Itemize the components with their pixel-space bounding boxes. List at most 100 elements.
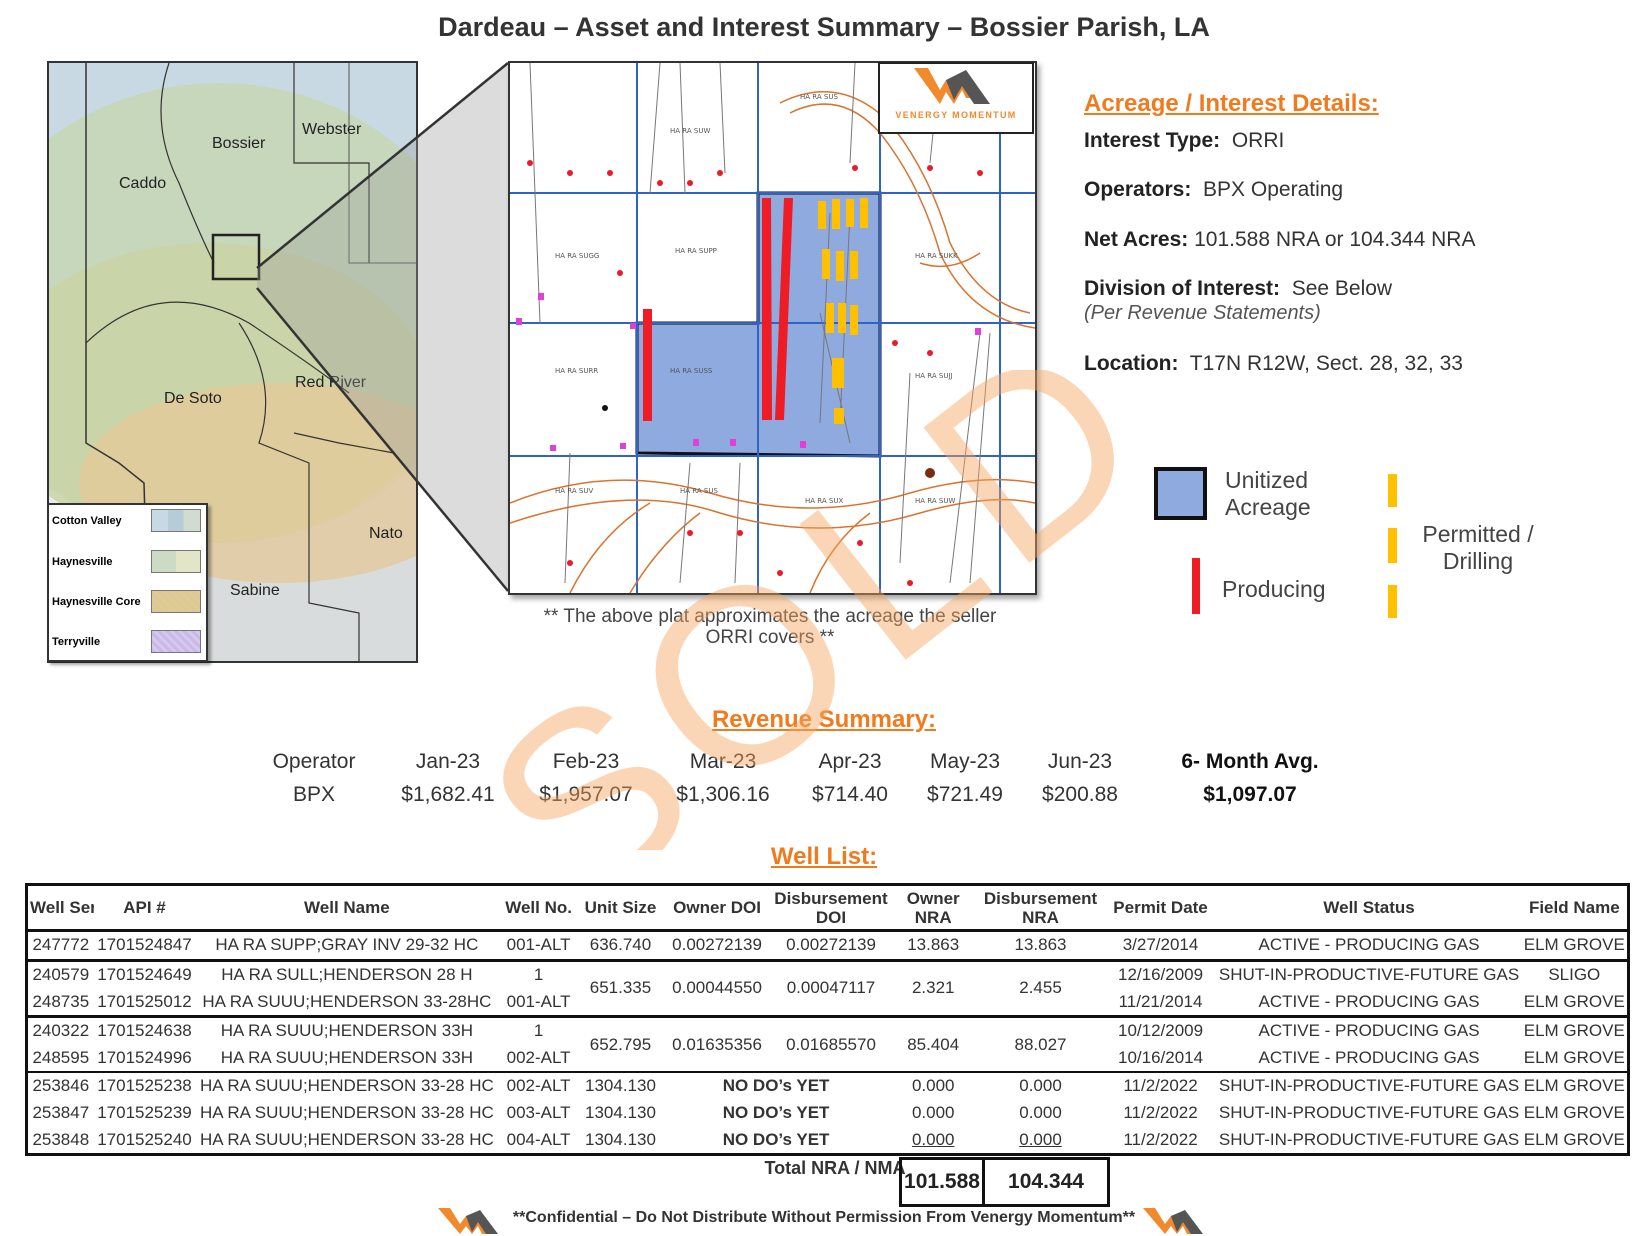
col-header: Field Name <box>1528 898 1620 917</box>
revenue-header: 6- Month Avg. <box>1181 750 1319 773</box>
legend-label: Haynesville <box>52 556 113 568</box>
table-row: 253847 1701525239 HA RA SUUU;HENDERSON 3… <box>27 1100 1629 1127</box>
location-value: T17N R12W, Sect. 28, 32, 33 <box>1189 352 1463 375</box>
cell-field: ELM GROVE <box>1523 935 1625 955</box>
cell-field: SLIGO <box>1548 965 1601 985</box>
permitted-swatch <box>1388 585 1397 618</box>
cell-owner-nra: 0.000 <box>911 1076 955 1096</box>
revenue-header: Jan-23 <box>415 750 481 773</box>
division-label: Division of Interest: <box>1084 277 1281 300</box>
county-label: Nato <box>369 525 403 542</box>
cell-serial: 253846 <box>32 1076 90 1096</box>
plat-map: HA RA SUGG HA RA SUPP HA RA SURR HA RA S… <box>508 61 1037 595</box>
revenue-cell: $714.40 <box>812 783 888 806</box>
col-header: Well No. <box>505 898 572 917</box>
cell-field: ELM GROVE <box>1523 1129 1625 1149</box>
cell-doi-pending: NO DO’s YET <box>722 1129 830 1149</box>
interest-type-row: Interest Type: ORRI <box>1084 129 1284 153</box>
cell-well-name: HA RA SUUU;HENDERSON 33H <box>220 1047 473 1067</box>
unitized-label: Unitized Acreage <box>1225 467 1311 520</box>
location-label: Location: <box>1084 352 1179 375</box>
details-heading: Acreage / Interest Details: <box>1084 90 1379 117</box>
revenue-header: Operator <box>272 750 356 773</box>
unitized-swatch <box>1154 467 1207 520</box>
cell-owner-doi: 0.00044550 <box>672 978 762 998</box>
revenue-header: May-23 <box>929 750 1001 773</box>
cell-unit-size: 1304.130 <box>585 1076 656 1096</box>
cell-serial: 247772 <box>32 935 90 955</box>
revenue-cell: BPX <box>292 783 336 806</box>
page-title: Dardeau – Asset and Interest Summary – B… <box>438 12 1210 42</box>
legend-swatch <box>151 509 201 532</box>
revenue-cell: $1,306.16 <box>676 783 770 806</box>
revenue-header: Feb-23 <box>552 750 620 773</box>
county-label: De Soto <box>164 390 222 407</box>
cell-permit-date: 10/12/2009 <box>1117 1021 1204 1041</box>
cell-serial: 240579 <box>32 965 90 985</box>
cell-disb-doi: 0.00272139 <box>786 935 876 955</box>
table-row: 248595 1701524996 HA RA SUUU;HENDERSON 3… <box>27 1045 1629 1073</box>
col-header: Disbursement NRA <box>983 888 1098 927</box>
interest-type-value: ORRI <box>1231 129 1285 152</box>
county-label: Sabine <box>230 582 280 599</box>
svg-text:HA RA SUPP: HA RA SUPP <box>675 247 717 255</box>
net-acres-row: Net Acres: 101.588 NRA or 104.344 NRA <box>1084 228 1475 252</box>
cell-doi-pending: NO DO’s YET <box>722 1076 830 1096</box>
cell-well-no: 002-ALT <box>506 1047 571 1067</box>
map-legend: Cotton Valley Haynesville Haynesville Co… <box>47 503 208 662</box>
cell-unit-size: 1304.130 <box>585 1129 656 1149</box>
company-logo: VENERGY MOMENTUM <box>878 62 1034 134</box>
revenue-header: Mar-23 <box>689 750 757 773</box>
cell-well-name: HA RA SUUU;HENDERSON 33H <box>220 1021 473 1041</box>
cell-status: SHUT-IN-PRODUCTIVE-FUTURE GAS <box>1218 1076 1520 1096</box>
cell-serial: 253847 <box>32 1103 90 1123</box>
cell-field: ELM GROVE <box>1523 1047 1625 1067</box>
legend-swatch <box>151 590 201 613</box>
cell-field: ELM GROVE <box>1523 1076 1625 1096</box>
svg-text:HA RA SUX: HA RA SUX <box>805 497 843 505</box>
cell-permit-date: 11/21/2014 <box>1118 991 1203 1011</box>
division-value: See Below <box>1291 277 1393 300</box>
cell-status: ACTIVE - PRODUCING GAS <box>1258 1047 1480 1067</box>
cell-disb-nra: 0.000 <box>1019 1076 1062 1096</box>
cell-disb-nra: 13.863 <box>1014 935 1067 955</box>
permitted-swatch <box>1388 528 1397 563</box>
col-header: API # <box>123 898 166 917</box>
svg-text:HA RA SUW: HA RA SUW <box>670 127 710 135</box>
total-disb-nra: 104.344 <box>982 1157 1110 1207</box>
legend-swatch <box>151 630 201 653</box>
revenue-cell: $1,957.07 <box>539 783 633 806</box>
cell-well-no: 1 <box>533 1021 544 1041</box>
cell-owner-nra: 0.000 <box>911 1103 955 1123</box>
cell-status: ACTIVE - PRODUCING GAS <box>1258 991 1480 1011</box>
producing-swatch <box>1192 558 1200 614</box>
svg-text:HA RA SUV: HA RA SUV <box>555 487 593 495</box>
revenue-header: Apr-23 <box>818 750 882 773</box>
cell-serial: 253848 <box>32 1129 90 1149</box>
cell-permit-date: 3/27/2014 <box>1122 935 1199 955</box>
operators-value: BPX Operating <box>1203 178 1344 201</box>
division-row: Division of Interest: See Below <box>1084 277 1392 301</box>
cell-unit-size: 652.795 <box>589 1034 652 1054</box>
operators-row: Operators: BPX Operating <box>1084 178 1343 202</box>
cell-serial: 240322 <box>32 1021 90 1041</box>
cell-well-name: HA RA SUUU;HENDERSON 33-28HC <box>202 991 492 1011</box>
table-row: 240579 1701524649 HA RA SULL;HENDERSON 2… <box>26 960 1629 997</box>
cell-field: ELM GROVE <box>1523 991 1625 1011</box>
col-header: Permit Date <box>1113 898 1208 917</box>
cell-well-no: 002-ALT <box>506 1076 571 1096</box>
cell-disb-nra: 0.000 <box>1019 1103 1062 1123</box>
col-header: Well Serial # <box>30 898 94 917</box>
cell-api: 1701524847 <box>97 935 192 955</box>
plat-caption: ** The above plat approximates the acrea… <box>543 606 997 648</box>
cell-well-no: 001-ALT <box>506 935 571 955</box>
cell-owner-nra: 13.863 <box>907 935 960 955</box>
cell-api: 1701524638 <box>97 1021 192 1041</box>
logo-text: VENERGY MOMENTUM <box>895 110 1017 120</box>
revenue-cell: $721.49 <box>927 783 1003 806</box>
svg-text:HA RA SUKK: HA RA SUKK <box>915 252 958 260</box>
cell-disb-doi: 0.00047117 <box>786 978 876 998</box>
county-label: Red River <box>295 374 367 391</box>
revenue-heading: Revenue Summary: <box>711 706 937 733</box>
svg-text:HA RA SUJJ: HA RA SUJJ <box>915 372 953 380</box>
